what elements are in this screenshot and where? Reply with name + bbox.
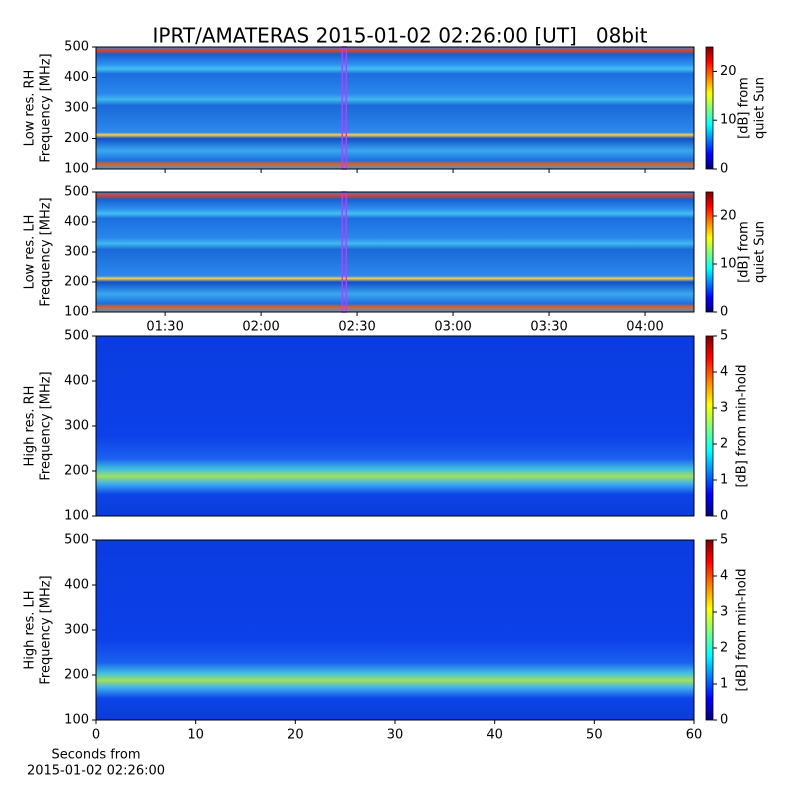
colorbar-label: [dB] from: [737, 77, 752, 139]
y-tick-label: 200: [64, 464, 89, 479]
x-tick-label: 03:00: [434, 320, 471, 335]
y-axis-label: High res. LH: [23, 590, 38, 669]
colorbar-tick-label: 20: [720, 209, 737, 224]
x-tick-label: 0: [92, 728, 100, 743]
colorbar-tick-label: 10: [720, 257, 737, 272]
colorbar: [705, 335, 714, 517]
x-tick-label: 50: [586, 728, 603, 743]
y-tick-label: 100: [64, 162, 89, 177]
colorbar-tick-label: 4: [720, 569, 728, 584]
colorbar-tick-label: 3: [720, 401, 728, 416]
y-tick-label: 200: [64, 275, 89, 290]
x-tick-label: 02:30: [338, 320, 375, 335]
spectrogram: [96, 336, 694, 516]
colorbar-tick-label: 2: [720, 641, 728, 656]
y-tick-label: 200: [64, 131, 89, 146]
colorbar-tick-label: 5: [720, 533, 728, 548]
y-tick-label: 400: [64, 70, 89, 85]
colorbar-tick-label: 4: [720, 365, 728, 380]
x-tick-label: 30: [387, 728, 404, 743]
y-tick-label: 100: [64, 509, 89, 524]
y-tick-label: 400: [64, 374, 89, 389]
y-axis-label: Frequency [MHz]: [39, 53, 54, 162]
y-axis-label: Frequency [MHz]: [39, 371, 54, 480]
colorbar: [705, 539, 714, 721]
x-tick-label: 60: [686, 728, 703, 743]
colorbar-label: quiet Sun: [753, 221, 768, 283]
y-axis-label: Low res. LH: [23, 215, 38, 290]
colorbar-label: [dB] from min-hold: [735, 568, 750, 691]
colorbar-tick-label: 1: [720, 473, 728, 488]
y-tick-label: 300: [64, 419, 89, 434]
y-axis-label: Low res. RH: [23, 70, 38, 147]
colorbar-tick-label: 0: [720, 713, 728, 728]
y-tick-label: 500: [64, 329, 89, 344]
colorbar-tick-label: 10: [720, 113, 737, 128]
x-tick-label: 20: [287, 728, 304, 743]
x-tick-label: 10: [187, 728, 204, 743]
spectrogram: [96, 540, 694, 720]
colorbar-tick-label: 2: [720, 437, 728, 452]
y-tick-label: 200: [64, 668, 89, 683]
x-axis-label: 2015-01-02 02:26:00: [27, 764, 165, 779]
colorbar-tick-label: 0: [720, 162, 728, 177]
x-tick-label: 02:00: [242, 320, 279, 335]
x-tick-label: 04:00: [626, 320, 663, 335]
y-axis-label: High res. RH: [23, 386, 38, 467]
colorbar-tick-label: 5: [720, 329, 728, 344]
y-tick-label: 400: [64, 215, 89, 230]
y-tick-label: 400: [64, 578, 89, 593]
x-tick-label: 01:30: [146, 320, 183, 335]
y-tick-label: 300: [64, 623, 89, 638]
colorbar-tick-label: 1: [720, 677, 728, 692]
y-tick-label: 100: [64, 713, 89, 728]
y-tick-label: 500: [64, 185, 89, 200]
spectrogram: [96, 47, 694, 169]
y-tick-label: 300: [64, 245, 89, 260]
x-tick-label: 03:30: [530, 320, 567, 335]
colorbar: [705, 191, 714, 313]
y-tick-label: 300: [64, 101, 89, 116]
colorbar-label: quiet Sun: [753, 77, 768, 139]
colorbar-tick-label: 0: [720, 305, 728, 320]
figure-title: IPRT/AMATERAS 2015-01-02 02:26:00 [UT] 0…: [153, 24, 648, 48]
y-tick-label: 500: [64, 533, 89, 548]
colorbar-label: [dB] from: [737, 221, 752, 283]
y-tick-label: 100: [64, 305, 89, 320]
colorbar-tick-label: 20: [720, 64, 737, 79]
y-tick-label: 500: [64, 40, 89, 55]
x-axis-label: Seconds from: [51, 748, 140, 763]
y-axis-label: Frequency [MHz]: [39, 197, 54, 306]
colorbar: [705, 46, 714, 170]
colorbar-label: [dB] from min-hold: [735, 364, 750, 487]
colorbar-tick-label: 0: [720, 509, 728, 524]
spectrogram: [96, 192, 694, 312]
y-axis-label: Frequency [MHz]: [39, 575, 54, 684]
colorbar-tick-label: 3: [720, 605, 728, 620]
x-tick-label: 40: [486, 728, 503, 743]
